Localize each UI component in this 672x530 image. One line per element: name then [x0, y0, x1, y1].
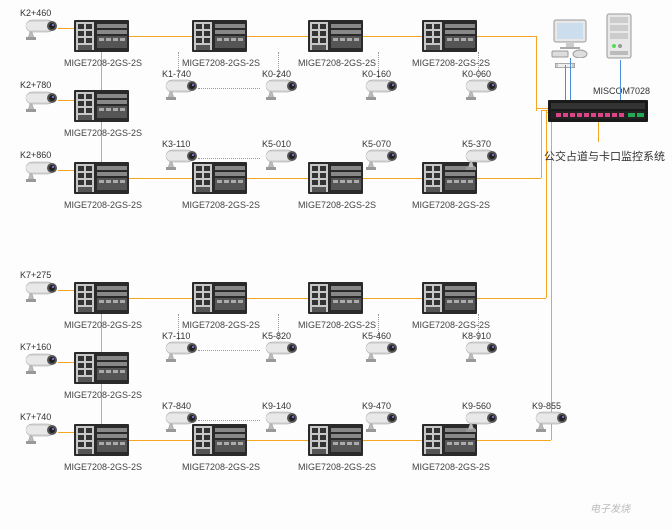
industrial-switch — [308, 424, 363, 456]
industrial-switch — [74, 424, 129, 456]
camera-icon — [260, 148, 300, 170]
camera-icon — [20, 160, 60, 182]
camera-icon — [360, 410, 400, 432]
camera-label: K7+740 — [20, 412, 51, 422]
camera-icon — [260, 410, 300, 432]
industrial-switch — [308, 162, 363, 194]
camera-icon — [20, 90, 60, 112]
camera-icon — [160, 78, 200, 100]
device-model-label: MIGE7208-2GS-2S — [412, 200, 490, 210]
camera-icon — [20, 18, 60, 40]
device-model-label: MIGE7208-2GS-2S — [64, 200, 142, 210]
device-model-label: MIGE7208-2GS-2S — [182, 200, 260, 210]
camera-icon — [460, 340, 500, 362]
camera-icon — [160, 410, 200, 432]
camera-icon — [20, 352, 60, 374]
camera-label: K2+460 — [20, 8, 51, 18]
device-model-label: MIGE7208-2GS-2S — [64, 58, 142, 68]
device-model-label: MIGE7208-2GS-2S — [412, 320, 490, 330]
camera-icon — [360, 148, 400, 170]
camera-icon — [360, 340, 400, 362]
device-model-label: MIGE7208-2GS-2S — [64, 320, 142, 330]
camera-icon — [460, 148, 500, 170]
watermark: 电子发烧 — [590, 500, 630, 515]
industrial-switch — [308, 20, 363, 52]
workstation-icon — [550, 18, 590, 58]
device-model-label: MIGE7208-2GS-2S — [298, 200, 376, 210]
camera-icon — [360, 78, 400, 100]
camera-icon — [460, 78, 500, 100]
camera-icon — [460, 410, 500, 432]
camera-label: K2+860 — [20, 150, 51, 160]
industrial-switch — [422, 20, 477, 52]
device-model-label: MIGE7208-2GS-2S — [412, 58, 490, 68]
camera-label: K7+160 — [20, 342, 51, 352]
device-model-label: MIGE7208-2GS-2S — [182, 462, 260, 472]
industrial-switch — [74, 352, 129, 384]
industrial-switch — [74, 20, 129, 52]
device-model-label: MIGE7208-2GS-2S — [64, 390, 142, 400]
camera-icon — [20, 280, 60, 302]
camera-label: K2+780 — [20, 80, 51, 90]
industrial-switch — [192, 424, 247, 456]
camera-icon — [260, 340, 300, 362]
industrial-switch — [192, 20, 247, 52]
device-model-label: MIGE7208-2GS-2S — [182, 320, 260, 330]
device-model-label: MIGE7208-2GS-2S — [298, 462, 376, 472]
device-model-label: MIGE7208-2GS-2S — [298, 320, 376, 330]
industrial-switch — [192, 282, 247, 314]
device-model-label: MIGE7208-2GS-2S — [412, 462, 490, 472]
core-switch — [548, 100, 648, 122]
device-model-label: MIGE7208-2GS-2S — [64, 128, 142, 138]
industrial-switch — [192, 162, 247, 194]
system-title: 公交占道与卡口监控系统 — [544, 148, 665, 164]
camera-icon — [160, 340, 200, 362]
core-switch-label: MISCOM7028 — [593, 86, 650, 96]
industrial-switch — [74, 162, 129, 194]
camera-icon — [260, 78, 300, 100]
industrial-switch — [308, 282, 363, 314]
camera-icon — [20, 422, 60, 444]
camera-icon — [160, 148, 200, 170]
server-icon — [605, 12, 635, 60]
device-model-label: MIGE7208-2GS-2S — [298, 58, 376, 68]
industrial-switch — [422, 282, 477, 314]
device-model-label: MIGE7208-2GS-2S — [182, 58, 260, 68]
device-model-label: MIGE7208-2GS-2S — [64, 462, 142, 472]
camera-label: K7+275 — [20, 270, 51, 280]
camera-icon — [530, 410, 570, 432]
industrial-switch — [74, 90, 129, 122]
industrial-switch — [74, 282, 129, 314]
